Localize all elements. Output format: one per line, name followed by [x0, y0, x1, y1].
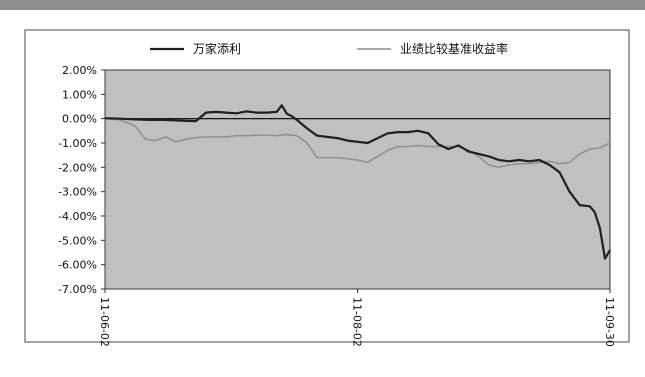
y-tick-label: -3.00% — [58, 186, 97, 199]
series-line-2 — [104, 118, 611, 169]
plot-area — [104, 69, 611, 290]
x-tick-label: 11-08-02 — [351, 297, 364, 347]
x-tick-label: 11-09-30 — [603, 297, 616, 347]
y-tick-label: 1.00% — [62, 88, 97, 101]
y-tick-label: -4.00% — [58, 210, 97, 223]
y-tick-label: -2.00% — [58, 161, 97, 174]
series-line-1 — [104, 104, 611, 260]
legend: 万家添利 业绩比较基准收益率 — [150, 41, 508, 56]
x-axis: 11-06-02 11-08-02 11-09-30 — [98, 289, 616, 347]
x-tick-label: 11-06-02 — [98, 297, 111, 347]
y-axis: 2.00% 1.00% 0.00% -1.00% -2.00% -3.00% -4.00% -… — [58, 64, 105, 296]
y-tick-label: 2.00% — [62, 64, 97, 77]
y-tick-label: -5.00% — [58, 234, 97, 247]
y-tick-label: -7.00% — [58, 283, 97, 296]
series-layer — [104, 104, 611, 260]
top-band — [0, 0, 645, 10]
legend-label-1: 万家添利 — [193, 41, 241, 56]
y-tick-label: -1.00% — [58, 137, 97, 150]
y-tick-label: 0.00% — [62, 113, 97, 126]
legend-label-2: 业绩比较基准收益率 — [400, 41, 508, 56]
y-tick-label: -6.00% — [58, 259, 97, 272]
